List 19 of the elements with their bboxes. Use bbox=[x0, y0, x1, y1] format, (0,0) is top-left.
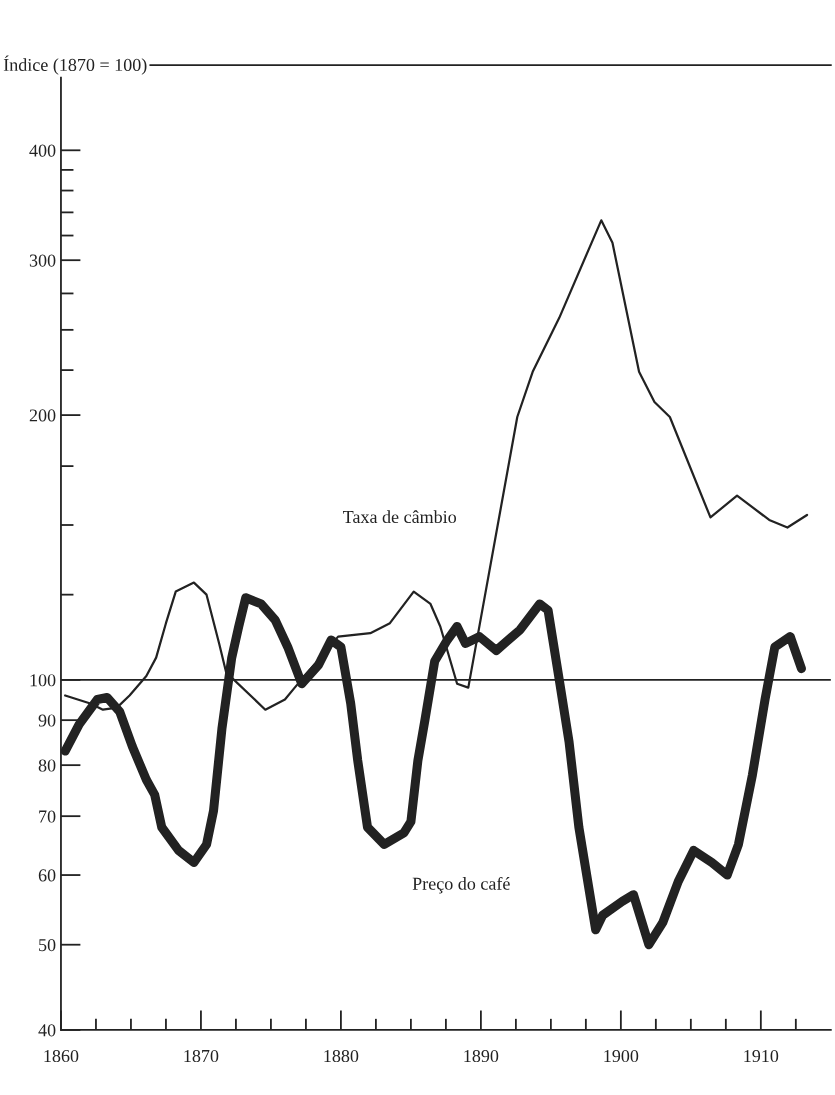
x-tick-label: 1870 bbox=[184, 1049, 219, 1063]
y-tick-label: 300 bbox=[29, 254, 56, 267]
x-tick-label: 1880 bbox=[324, 1049, 359, 1063]
text: Taxa de câmbio bbox=[343, 510, 457, 524]
y-tick-label: 50 bbox=[39, 938, 56, 952]
text: Preço do café bbox=[412, 876, 510, 894]
y-tick-label: 70 bbox=[39, 810, 56, 823]
x-tick-label: 1890 bbox=[464, 1049, 499, 1063]
x-tick-label: 1900 bbox=[604, 1049, 639, 1063]
y-tick-label: 80 bbox=[38, 759, 56, 772]
x-tick-label: 1860 bbox=[44, 1049, 79, 1063]
y-tick-label: 90 bbox=[38, 714, 56, 727]
y-tick-label: 200 bbox=[29, 409, 56, 422]
y-tick-label: 60 bbox=[38, 869, 56, 882]
y-axis-title: Índice (1870 = 100) bbox=[3, 55, 147, 75]
x-tick-label: 1910 bbox=[744, 1049, 779, 1063]
y-tick-label: 100 bbox=[30, 674, 56, 687]
y-tick-label: 400 bbox=[29, 144, 56, 157]
y-tick-label: 40 bbox=[38, 1024, 56, 1037]
